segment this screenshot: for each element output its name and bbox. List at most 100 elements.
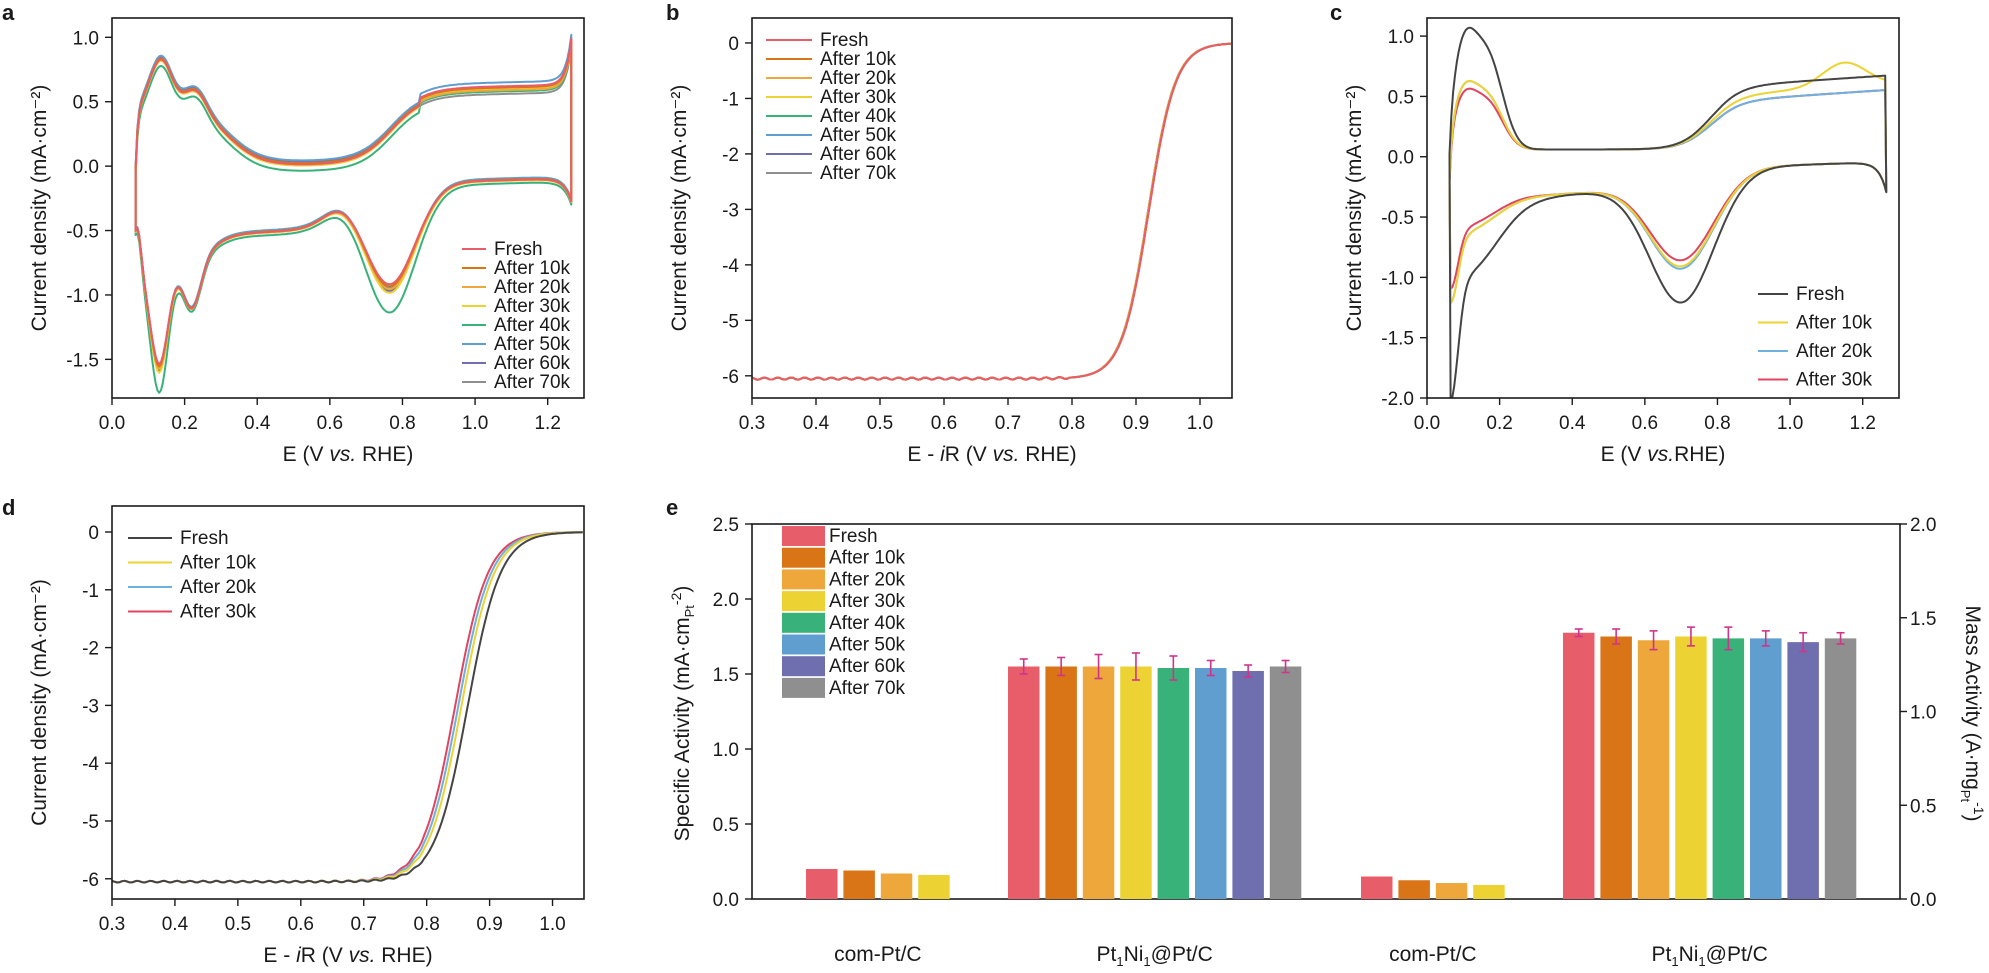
y-left-axis-label-text: Specific Activity (mA·cm [671,617,694,841]
bar [1750,638,1782,899]
y-tick-label: -1.5 [1381,329,1414,350]
legend-label: Fresh [180,528,229,549]
panel-letter-c: c [1330,0,1342,25]
bar [1712,638,1745,899]
legend-swatch [782,634,825,655]
legend-label: After 70k [494,372,571,393]
legend-label: After 30k [1796,370,1873,391]
legend-label: After 10k [820,49,897,70]
x-tick-label: 1.0 [1777,413,1803,434]
legend-swatch [782,569,825,590]
x-axis-label-text: RHE) [1019,443,1076,466]
y-axis-label-text: Current density (mA·cm⁻²) [1343,85,1366,332]
legend-label: After 10k [494,258,571,279]
bar [1361,876,1393,899]
y-tick-label: 1.0 [73,28,99,49]
bar [1082,666,1115,899]
legend-label: After 40k [820,106,897,127]
plot-frame [1426,17,1900,399]
y-axis-label: Current density (mA·cm⁻²) [668,85,691,332]
series-line-0 [752,42,1231,381]
category-label: com-Pt/C [834,943,922,966]
y-tick-label: 1.0 [1388,27,1414,48]
x-tick-label: 0.0 [99,413,125,434]
panel-letter-b: b [666,0,679,25]
legend-label: After 60k [829,656,906,677]
x-tick-label: 0.2 [171,413,197,434]
series-line-0 [112,531,583,884]
y-tick-label: 0 [88,523,99,544]
category-label: Pt1Ni1@Pt/C [1651,943,1767,969]
x-tick-label: 1.2 [1849,413,1875,434]
y-tick-label: -1.5 [66,350,99,371]
x-axis-label-text: R (V [301,944,349,967]
y-right-axis-label-text: Mass Activity (A·mg [1961,605,1984,789]
x-tick-label: 0.0 [1414,413,1440,434]
legend-label: After 20k [1796,341,1873,362]
panel-a: a 0.0 0.2 0.4 0.6 0.8 1.0 1.2 -1.5 -1.0 -0.5 0.0 0.5… [2,0,585,466]
panel-c: c 0.0 0.2 0.4 0.6 0.8 1.0 1.2 -2.0 -1.5 -1.0 -0.5 0.… [1330,0,1900,466]
y-left-axis-label-sub: Pt [682,605,697,618]
bar [1824,638,1857,899]
x-axis-label-text: E (V [283,443,330,466]
bar [806,869,838,899]
x-tick-label: 0.7 [351,914,377,935]
y-axis-label-text: Current density (mA·cm⁻²) [28,579,51,826]
y-axis-label-text: Current density (mA·cm⁻²) [28,85,51,332]
legend-swatch [782,612,825,633]
y-tick-label: -1.0 [66,286,99,307]
y-tick-label: -2 [722,145,739,166]
y-axis-label: Current density (mA·cm⁻²) [28,85,51,332]
x-axis-label-text: RHE) [1674,443,1725,466]
x-tick-label: 0.8 [1704,413,1730,434]
legend-label: After 50k [494,334,571,355]
series-line-1 [1448,61,1888,305]
x-tick-label: 0.6 [317,413,343,434]
legend-label: After 20k [829,569,906,590]
x-axis-label-italic: i [296,944,302,967]
x-axis-label: E (V vs.RHE) [1601,443,1726,466]
category-label: com-Pt/C [1389,943,1477,966]
x-axis-label-text: RHE) [375,944,432,967]
x-axis-label: E - iR (V vs. RHE) [263,944,432,967]
y-tick-label: -3 [82,696,99,717]
x-tick-label: 1.2 [534,413,560,434]
x-tick-label: 0.6 [288,914,314,935]
bar [1398,880,1430,899]
y-right-axis-label: Mass Activity (A·mgPt-1) [1958,605,1987,821]
y-tick-label: 0.5 [1388,87,1414,108]
bar [1473,884,1505,899]
legend-swatch [782,526,825,546]
y-tick-label: -1 [722,89,739,110]
category-label-text: @Pt/C [1151,943,1213,966]
y-left-tick-label: 1.0 [713,740,739,761]
bar [1232,671,1264,899]
legend-label: After 30k [494,296,571,317]
legend-label: After 30k [820,87,897,108]
x-tick-label: 0.6 [1632,413,1658,434]
bar [918,875,950,899]
legend-label: After 50k [820,125,897,146]
y-tick-label: 0 [728,34,739,55]
legend-swatch [782,656,825,677]
legend-label: After 20k [494,277,571,298]
y-axis-label-text: Current density (mA·cm⁻²) [668,85,691,332]
curves-c [1448,26,1888,398]
bar [1563,632,1595,899]
y-tick-label: -1.0 [1381,268,1414,289]
y-left-axis-label-close: ) [671,586,694,593]
y-axis-label: Current density (mA·cm⁻²) [28,579,51,826]
x-tick-label: 0.2 [1486,413,1512,434]
legend-label: After 70k [829,678,906,699]
legend-label: After 40k [829,613,906,634]
x-axis-label-text: R (V [945,443,993,466]
y-tick-label: -2 [82,639,99,660]
y-tick-label: -2.0 [1381,389,1414,410]
x-tick-label: 0.4 [1559,413,1586,434]
y-tick-label: -5 [82,812,99,833]
legend-label: After 20k [180,577,257,598]
y-tick-label: -6 [82,870,99,891]
bar [1157,668,1190,899]
x-tick-label: 0.8 [389,413,415,434]
legend-label: After 10k [1796,313,1873,334]
